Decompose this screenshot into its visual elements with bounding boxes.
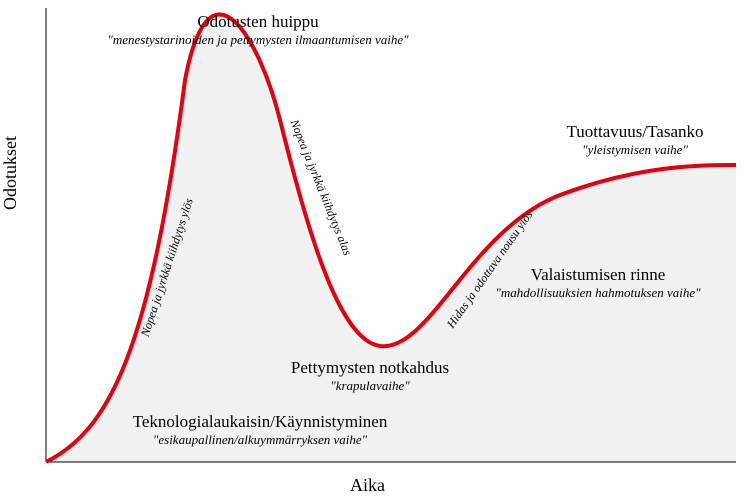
phase-peak-sub: "menestystarinoiden ja pettymysten ilmaa… (58, 32, 458, 48)
curve-fill (46, 14, 736, 462)
phase-plateau-title: Tuottavuus/Tasanko (530, 122, 740, 142)
phase-tech-trigger-sub: "esikaupallinen/alkuymmärryksen vaihe" (80, 432, 440, 448)
phase-plateau: Tuottavuus/Tasanko "yleistymisen vaihe" (530, 122, 740, 158)
phase-trough-sub: "krapulavaihe" (245, 378, 495, 394)
phase-slope-sub: "mahdollisuuksien hahmotuksen vaihe" (468, 285, 728, 301)
phase-trough: Pettymysten notkahdus "krapulavaihe" (245, 358, 495, 394)
y-axis-label: Odotukset (0, 136, 21, 210)
phase-plateau-sub: "yleistymisen vaihe" (530, 142, 740, 158)
phase-peak: Odotusten huippu "menestystarinoiden ja … (58, 12, 458, 48)
phase-slope-title: Valaistumisen rinne (468, 265, 728, 285)
x-axis-label: Aika (350, 475, 385, 496)
phase-tech-trigger-title: Teknologialaukaisin/Käynnistyminen (80, 412, 440, 432)
phase-tech-trigger: Teknologialaukaisin/Käynnistyminen "esik… (80, 412, 440, 448)
phase-peak-title: Odotusten huippu (58, 12, 458, 32)
phase-trough-title: Pettymysten notkahdus (245, 358, 495, 378)
phase-slope: Valaistumisen rinne "mahdollisuuksien ha… (468, 265, 728, 301)
hype-cycle-chart: Odotukset Aika Odotusten huippu "menesty… (0, 0, 744, 502)
